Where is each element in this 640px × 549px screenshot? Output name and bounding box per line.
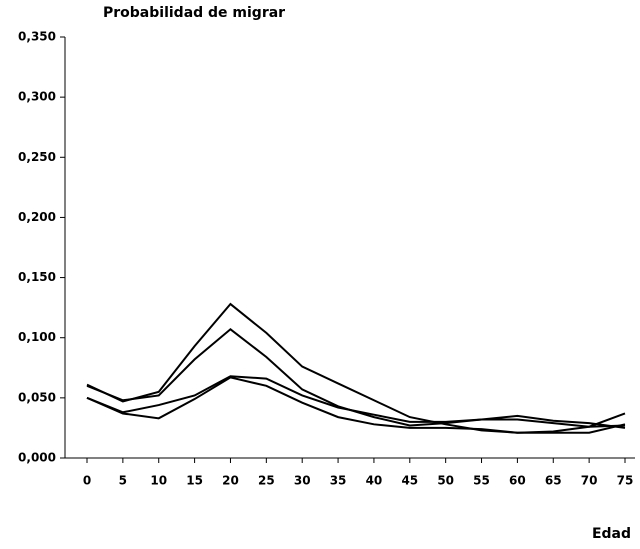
x-tick-label: 55 <box>473 474 490 488</box>
y-tick-label: 0,050 <box>18 390 56 404</box>
series-line <box>86 376 626 434</box>
y-tick-label: 0,250 <box>18 150 56 164</box>
y-tick-label: 0,150 <box>18 270 56 284</box>
x-tick-label: 30 <box>294 474 311 488</box>
x-tick-label: 40 <box>366 474 383 488</box>
x-tick-label: 60 <box>509 474 526 488</box>
x-tick-label: 0 <box>83 474 91 488</box>
x-tick-label: 5 <box>119 474 127 488</box>
x-axis-label: Edad <box>592 526 631 542</box>
x-tick-label: 45 <box>401 474 418 488</box>
x-tick-label: 20 <box>222 474 239 488</box>
x-tick-label: 65 <box>545 474 562 488</box>
y-tick-label: 0,350 <box>18 30 56 44</box>
y-tick-label: 0,100 <box>18 330 56 344</box>
series-line <box>86 375 626 428</box>
x-tick-label: 50 <box>437 474 454 488</box>
x-tick-label: 10 <box>150 474 167 488</box>
x-tick-label: 15 <box>186 474 203 488</box>
y-tick-label: 0,000 <box>18 451 56 465</box>
x-tick-label: 70 <box>581 474 598 488</box>
y-tick-label: 0,200 <box>18 210 56 224</box>
x-tick-label: 35 <box>330 474 347 488</box>
x-tick-label: 75 <box>617 474 634 488</box>
chart-title: Probabilidad de migrar <box>103 5 285 21</box>
y-tick-label: 0,300 <box>18 90 56 104</box>
x-tick-label: 25 <box>258 474 275 488</box>
